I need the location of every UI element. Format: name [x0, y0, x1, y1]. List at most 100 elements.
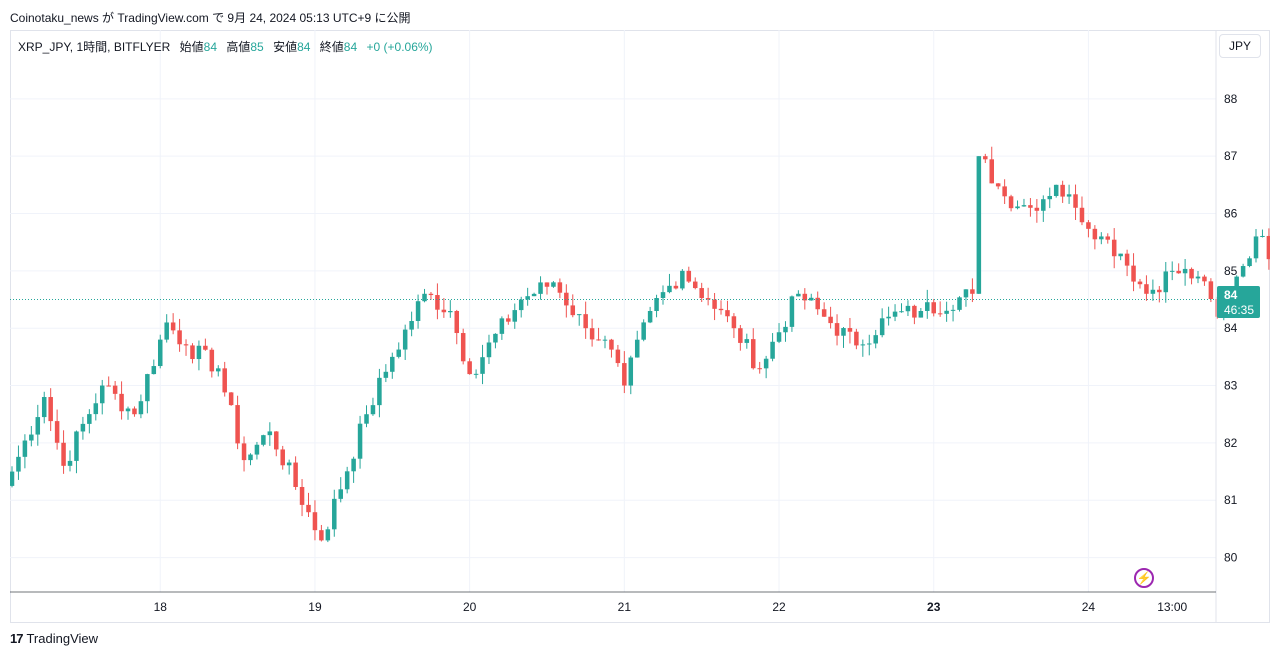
candle-body	[1053, 184, 1059, 196]
candle-body	[222, 368, 227, 393]
candle-body	[867, 343, 872, 345]
candle-body	[409, 321, 414, 330]
candle-body	[29, 434, 34, 441]
candle-body	[216, 368, 221, 372]
candle-body	[692, 281, 698, 289]
candle-body	[989, 159, 994, 184]
x-tick-label: 18	[154, 600, 168, 614]
candle-body	[209, 349, 215, 372]
candle-body	[1240, 266, 1246, 277]
candle-body	[667, 285, 672, 293]
candle-body	[931, 302, 936, 314]
candle-body	[750, 339, 756, 369]
candle-body	[16, 456, 21, 472]
candle-body	[886, 316, 891, 319]
candle-body	[654, 298, 659, 311]
candle-body	[87, 414, 92, 424]
lightning-icon[interactable]: ⚡	[1134, 568, 1154, 588]
candle-body	[473, 373, 479, 375]
candle-body	[493, 333, 498, 343]
candle-body	[757, 368, 762, 370]
candle-body	[93, 403, 99, 415]
candle-body	[506, 318, 511, 322]
candle-body	[164, 322, 169, 340]
currency-button[interactable]: JPY	[1219, 34, 1261, 58]
price-axis: 80 81 82 83 84 85 86 87 88	[1224, 92, 1238, 565]
candle-body	[1202, 276, 1207, 282]
legend-close-label: 終値	[319, 40, 344, 54]
last-price-tag: 84 46:35	[1217, 286, 1260, 318]
bar-countdown: 46:35	[1224, 303, 1255, 317]
candle-body	[699, 288, 704, 299]
tradingview-brand[interactable]: 17 TradingView	[10, 631, 98, 646]
candle-body	[673, 285, 679, 289]
y-tick-label: 85	[1224, 264, 1238, 278]
candle-body	[338, 489, 343, 499]
candle-body	[879, 318, 885, 336]
candle-body	[531, 293, 537, 297]
candle-body	[1234, 276, 1239, 295]
time-axis: 18 19 20 21 22 23 24 13:00	[154, 600, 1188, 614]
candle-body	[125, 408, 131, 412]
candle-body	[306, 504, 311, 513]
candle-body	[1015, 206, 1020, 209]
candle-body	[905, 305, 911, 312]
candle-body	[1137, 281, 1143, 285]
candle-body	[106, 385, 111, 387]
chart-grid	[10, 30, 1216, 592]
candle-body	[796, 293, 801, 297]
candle-body	[1266, 235, 1270, 260]
candle-body	[99, 385, 105, 404]
candle-body	[1195, 276, 1201, 279]
candle-body	[1099, 236, 1104, 240]
candle-body	[776, 332, 782, 342]
candle-body	[841, 328, 846, 336]
candle-body	[364, 414, 369, 424]
legend-change: +0 (+0.06%)	[366, 40, 433, 54]
candle-body	[74, 431, 79, 461]
candle-body	[576, 314, 582, 316]
candle-body	[1079, 207, 1085, 223]
y-tick-label: 86	[1224, 207, 1238, 221]
candle-body	[544, 282, 550, 287]
candle-body	[286, 462, 292, 466]
candle-body	[937, 313, 943, 315]
candle-body	[634, 339, 640, 358]
candle-body	[1041, 199, 1046, 211]
tradingview-logo-icon: 17	[10, 631, 24, 646]
candle-body	[254, 444, 260, 455]
candle-body	[712, 299, 717, 309]
candle-body	[396, 349, 401, 357]
candle-body	[1060, 184, 1065, 197]
candle-body	[847, 328, 853, 332]
candle-body	[834, 323, 840, 336]
candle-body	[261, 435, 266, 445]
legend-close-value: 84	[343, 40, 358, 54]
candle-body	[1169, 270, 1175, 272]
candle-body	[402, 329, 408, 350]
candle-body	[428, 293, 434, 296]
y-tick-label: 88	[1224, 92, 1238, 106]
legend-high-value: 85	[250, 40, 264, 54]
chart-legend: XRP_JPY, 1時間, BITFLYER 始値84 高値85 安値84 終値…	[18, 38, 433, 55]
legend-symbol[interactable]: XRP_JPY, 1時間, BITFLYER	[18, 40, 171, 54]
brand-name: TradingView	[26, 631, 99, 646]
candle-body	[248, 454, 253, 461]
candle-body	[983, 156, 988, 160]
candle-body	[312, 512, 318, 531]
candle-body	[950, 309, 956, 311]
candle-body	[145, 374, 150, 402]
candlestick-chart[interactable]: 80 81 82 83 84 85 86 87 88 18 19 20 21 22 23 24 13:00	[10, 30, 1270, 623]
y-tick-label: 83	[1224, 379, 1238, 393]
candle-body	[177, 330, 182, 345]
candle-body	[860, 344, 866, 346]
candle-body	[1092, 228, 1098, 240]
candle-body	[441, 309, 447, 313]
candle-body	[963, 289, 969, 298]
candle-body	[731, 316, 737, 329]
publish-attribution: Coinotaku_news が TradingView.com で 9月 24…	[10, 11, 411, 25]
candle-body	[1028, 205, 1033, 208]
candle-body	[854, 331, 859, 346]
candle-body	[789, 296, 795, 327]
candle-body	[293, 462, 298, 487]
